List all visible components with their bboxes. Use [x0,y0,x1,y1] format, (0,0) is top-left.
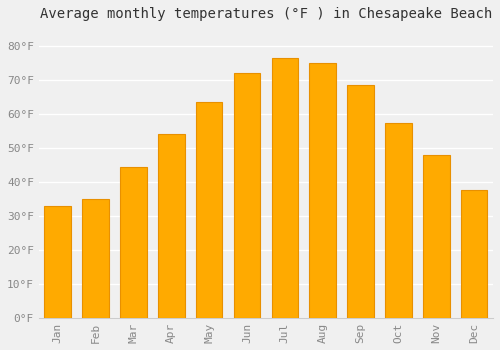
Bar [44,206,71,318]
Bar [158,134,184,318]
Bar [196,102,222,318]
Bar [310,63,336,318]
Bar [82,199,109,318]
Bar [348,85,374,318]
Bar [461,190,487,318]
Bar [234,73,260,318]
Bar [423,155,450,318]
Bar [385,122,411,318]
Title: Average monthly temperatures (°F ) in Chesapeake Beach: Average monthly temperatures (°F ) in Ch… [40,7,492,21]
Bar [272,58,298,318]
Bar [120,167,146,318]
